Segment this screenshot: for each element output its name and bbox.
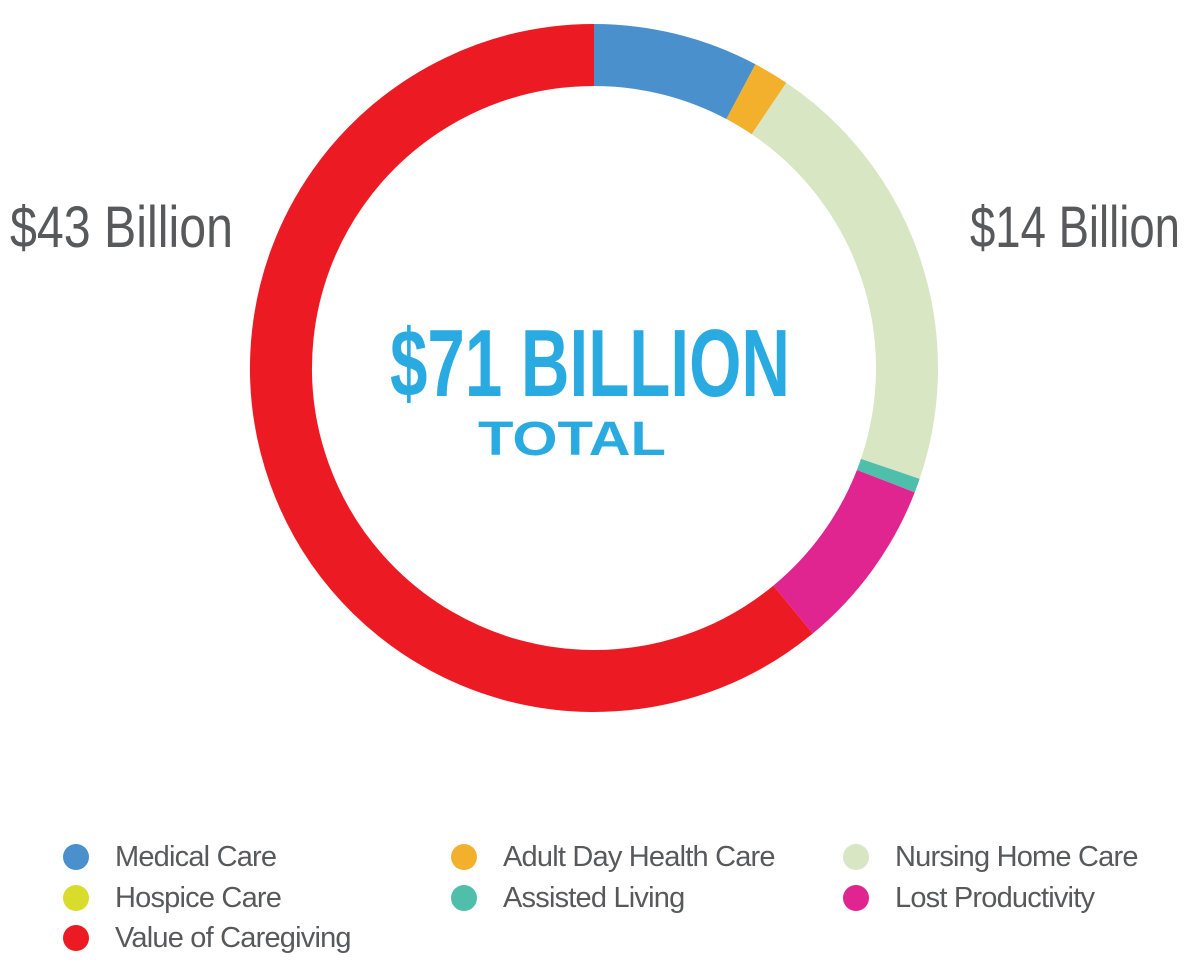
donut-segment-assisted-living [856, 458, 920, 493]
left-callout-value: $43 Billion [10, 195, 233, 260]
donut-segment-lost-productivity [772, 469, 915, 634]
total-caption-text: TOTAL [478, 413, 666, 466]
right-callout-value: $14 Billion [970, 195, 1180, 260]
donut-segment-medical-care [593, 24, 756, 120]
donut-segment-adult-day-health-care [726, 64, 787, 135]
total-amount-text: $71 BILLION [390, 310, 790, 417]
donut-segment-value-of-caregiving [250, 24, 813, 712]
donut-ring [250, 24, 938, 712]
donut-segment-nursing-home-care [751, 82, 938, 479]
